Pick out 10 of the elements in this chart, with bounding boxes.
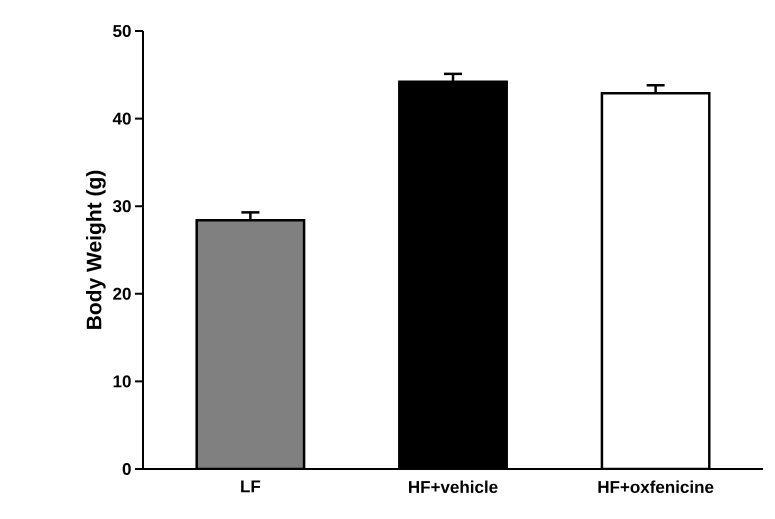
y-tick-label: 30 (112, 200, 131, 212)
y-tick-label: 20 (113, 288, 131, 300)
x-tick-label: HF+vehicle (409, 480, 498, 494)
y-tick-label: 50 (113, 24, 131, 38)
y-tick-label: 0 (122, 462, 131, 476)
y-tick-label: 10 (114, 375, 131, 388)
y-axis-title: Body Weight (g) (86, 170, 106, 329)
x-tick-label: HF+oxfenicine (598, 480, 714, 494)
x-tick-label: LF (241, 480, 260, 492)
y-tick-label: 40 (112, 112, 131, 125)
